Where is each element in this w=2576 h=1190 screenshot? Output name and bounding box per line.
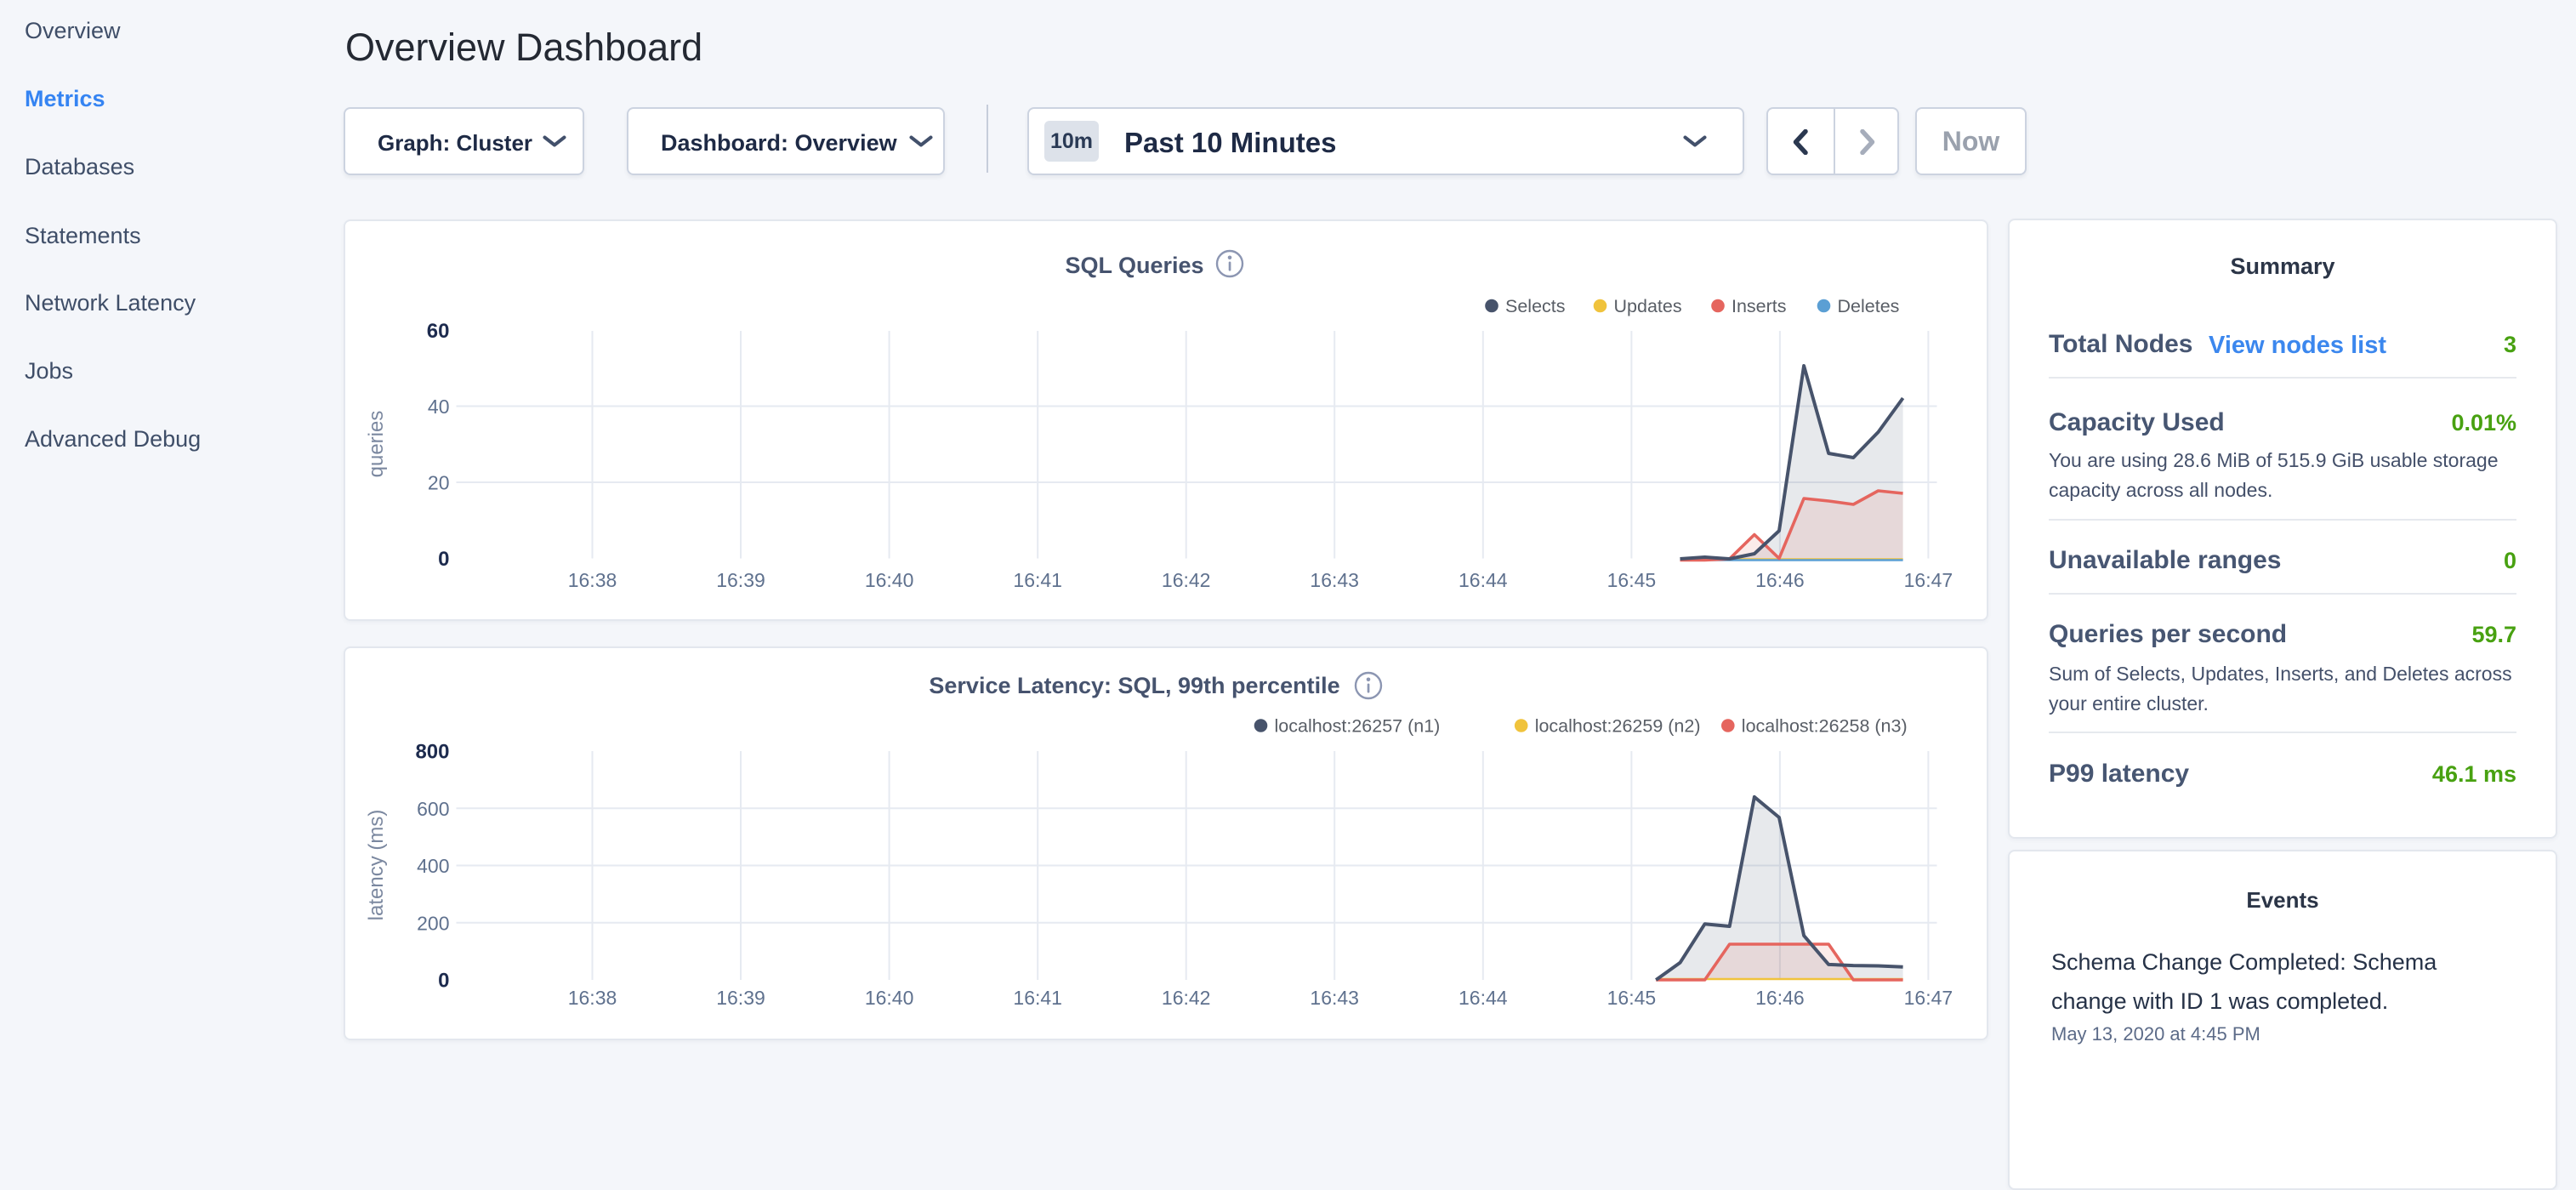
svg-text:queries: queries bbox=[365, 411, 388, 478]
svg-text:400: 400 bbox=[417, 855, 449, 877]
svg-text:16:39: 16:39 bbox=[716, 569, 765, 591]
svg-text:16:38: 16:38 bbox=[568, 569, 617, 591]
svg-text:16:46: 16:46 bbox=[1755, 569, 1805, 591]
svg-text:60: 60 bbox=[427, 320, 450, 343]
svg-text:Updates: Updates bbox=[1614, 296, 1682, 316]
svg-text:600: 600 bbox=[417, 798, 449, 820]
svg-text:16:38: 16:38 bbox=[568, 987, 617, 1009]
svg-text:localhost:26259 (n2): localhost:26259 (n2) bbox=[1535, 716, 1701, 737]
svg-text:localhost:26258 (n3): localhost:26258 (n3) bbox=[1742, 716, 1908, 737]
svg-text:200: 200 bbox=[417, 912, 449, 934]
svg-text:20: 20 bbox=[428, 472, 450, 494]
svg-text:localhost:26257 (n1): localhost:26257 (n1) bbox=[1275, 716, 1441, 737]
svg-text:16:45: 16:45 bbox=[1607, 987, 1657, 1009]
svg-text:16:47: 16:47 bbox=[1904, 987, 1953, 1009]
svg-text:16:44: 16:44 bbox=[1459, 987, 1508, 1009]
svg-text:800: 800 bbox=[415, 741, 449, 764]
svg-text:Deletes: Deletes bbox=[1838, 296, 1900, 316]
svg-text:16:39: 16:39 bbox=[716, 987, 765, 1009]
svg-text:16:41: 16:41 bbox=[1013, 987, 1062, 1009]
svg-text:16:40: 16:40 bbox=[865, 987, 914, 1009]
svg-text:16:44: 16:44 bbox=[1459, 569, 1508, 591]
svg-text:16:40: 16:40 bbox=[865, 569, 914, 591]
svg-text:16:45: 16:45 bbox=[1607, 569, 1657, 591]
svg-text:40: 40 bbox=[428, 396, 450, 418]
svg-text:16:46: 16:46 bbox=[1755, 987, 1805, 1009]
svg-text:latency (ms): latency (ms) bbox=[365, 810, 388, 921]
svg-text:Service Latency: SQL, 99th per: Service Latency: SQL, 99th percentile bbox=[929, 673, 1339, 698]
svg-text:Selects: Selects bbox=[1505, 296, 1566, 316]
svg-text:SQL Queries: SQL Queries bbox=[1065, 253, 1203, 278]
svg-text:16:43: 16:43 bbox=[1310, 569, 1359, 591]
svg-text:16:47: 16:47 bbox=[1904, 569, 1953, 591]
svg-text:0: 0 bbox=[438, 970, 449, 993]
svg-text:16:42: 16:42 bbox=[1162, 987, 1211, 1009]
svg-text:16:41: 16:41 bbox=[1013, 569, 1062, 591]
svg-text:16:42: 16:42 bbox=[1162, 569, 1211, 591]
svg-text:Inserts: Inserts bbox=[1732, 296, 1787, 316]
svg-text:16:43: 16:43 bbox=[1310, 987, 1359, 1009]
svg-text:0: 0 bbox=[438, 548, 449, 571]
